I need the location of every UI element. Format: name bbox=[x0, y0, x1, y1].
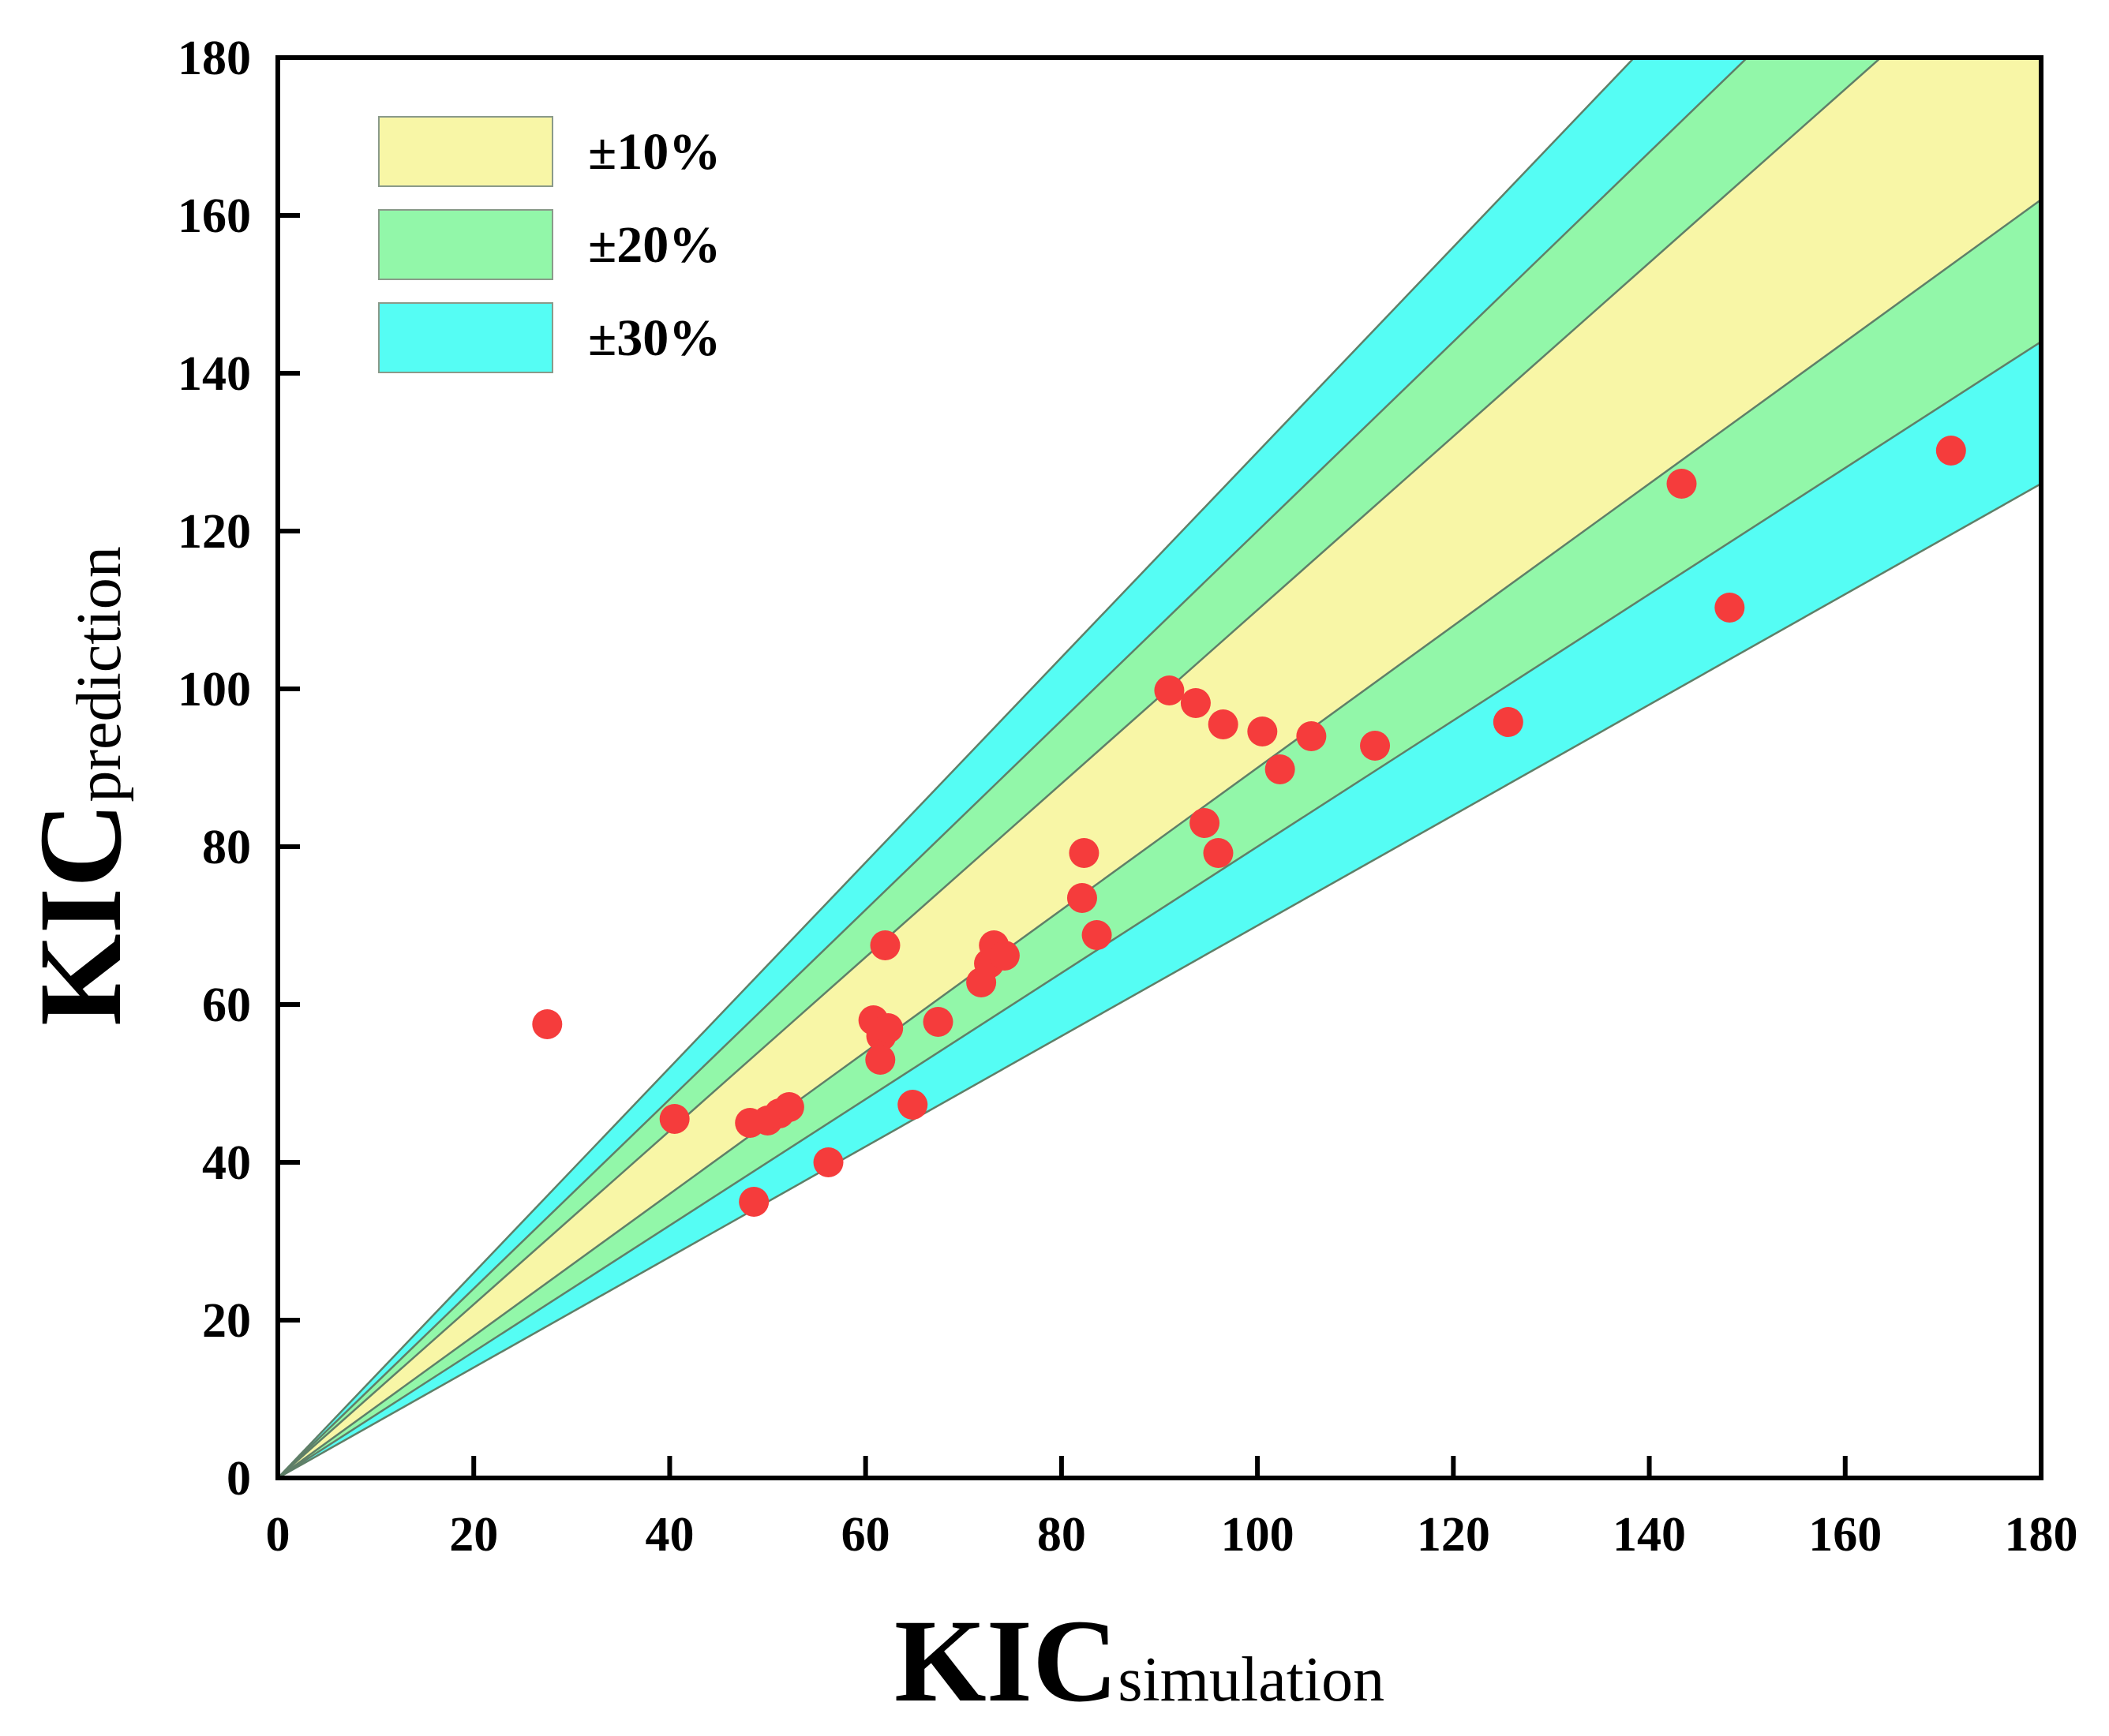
data-point bbox=[923, 1007, 953, 1037]
data-point bbox=[897, 1090, 928, 1120]
y-axis-title-main: KIC bbox=[15, 803, 146, 1026]
y-tick-label: 180 bbox=[178, 32, 251, 85]
band-edge-30-upper bbox=[278, 58, 1636, 1478]
data-point bbox=[873, 1013, 904, 1043]
legend-label: ±20% bbox=[588, 216, 721, 274]
x-tick-label: 40 bbox=[645, 1508, 694, 1562]
plot-frame bbox=[275, 55, 2043, 1480]
band-edge-10-lower bbox=[278, 198, 2041, 1478]
data-point bbox=[1189, 808, 1220, 838]
x-tick-label: 80 bbox=[1037, 1508, 1086, 1562]
y-axis-title-sub: prediction bbox=[65, 546, 134, 802]
legend-label: ±10% bbox=[588, 123, 721, 181]
legend-swatch bbox=[378, 209, 553, 280]
y-tick-label: 80 bbox=[202, 821, 251, 874]
legend-label: ±30% bbox=[588, 309, 721, 367]
x-axis-title-sub: simulation bbox=[1118, 1645, 1384, 1715]
y-tick-label: 120 bbox=[178, 505, 251, 559]
x-tick-label: 120 bbox=[1417, 1508, 1490, 1562]
data-point bbox=[1714, 593, 1745, 623]
data-point bbox=[1493, 707, 1523, 737]
x-tick-label: 60 bbox=[841, 1508, 890, 1562]
x-tick-label: 180 bbox=[2005, 1508, 2078, 1562]
data-points bbox=[532, 436, 1966, 1217]
band-edge-20-lower bbox=[278, 340, 2041, 1478]
x-tick-label: 100 bbox=[1221, 1508, 1294, 1562]
y-axis-title: KICprediction bbox=[15, 546, 146, 1026]
x-tick-label: 0 bbox=[266, 1508, 290, 1562]
x-tick-label: 140 bbox=[1613, 1508, 1686, 1562]
y-tick-label: 140 bbox=[178, 347, 251, 401]
data-point bbox=[989, 941, 1020, 971]
x-axis-title: KICsimulation bbox=[894, 1596, 1384, 1727]
data-point bbox=[1296, 721, 1327, 751]
data-point bbox=[1247, 716, 1278, 746]
data-point bbox=[1081, 920, 1112, 950]
y-tick-label: 40 bbox=[202, 1136, 251, 1190]
data-point bbox=[739, 1187, 770, 1217]
x-axis-title-main: KIC bbox=[894, 1596, 1118, 1727]
data-point bbox=[1180, 688, 1211, 718]
band-edge-30-lower bbox=[278, 482, 2041, 1478]
y-tick-label: 100 bbox=[178, 663, 251, 716]
legend: ±10% ±20% ±30% bbox=[378, 116, 721, 373]
y-tick-label: 60 bbox=[202, 978, 251, 1032]
data-point bbox=[532, 1009, 563, 1039]
data-point bbox=[1208, 709, 1238, 739]
data-point bbox=[1666, 469, 1697, 499]
legend-swatch bbox=[378, 302, 553, 373]
axis-ticks: 0 20 40 60 80 100 120 140 160 180 0 20 40 60 80 100 120 1… bbox=[178, 32, 2078, 1562]
x-tick-label: 20 bbox=[449, 1508, 498, 1562]
data-point bbox=[774, 1092, 804, 1122]
legend-swatch bbox=[378, 116, 553, 187]
data-point bbox=[659, 1104, 690, 1134]
data-point bbox=[865, 1045, 896, 1075]
y-tick-label: 160 bbox=[178, 189, 251, 243]
data-point bbox=[1069, 838, 1099, 868]
data-point bbox=[1066, 883, 1097, 913]
data-point bbox=[870, 930, 901, 960]
tolerance-bands bbox=[278, 58, 2041, 1478]
data-point bbox=[1264, 754, 1295, 784]
y-tick-label: 20 bbox=[202, 1294, 251, 1348]
band-10pct bbox=[278, 58, 2041, 1478]
data-point bbox=[1360, 731, 1391, 761]
data-point bbox=[1935, 436, 1966, 466]
x-tick-label: 160 bbox=[1808, 1508, 1882, 1562]
data-point bbox=[1203, 838, 1234, 868]
data-point bbox=[813, 1147, 844, 1177]
y-tick-label: 0 bbox=[227, 1452, 251, 1506]
band-edge-20-upper bbox=[278, 58, 1749, 1478]
data-point bbox=[1154, 675, 1185, 705]
